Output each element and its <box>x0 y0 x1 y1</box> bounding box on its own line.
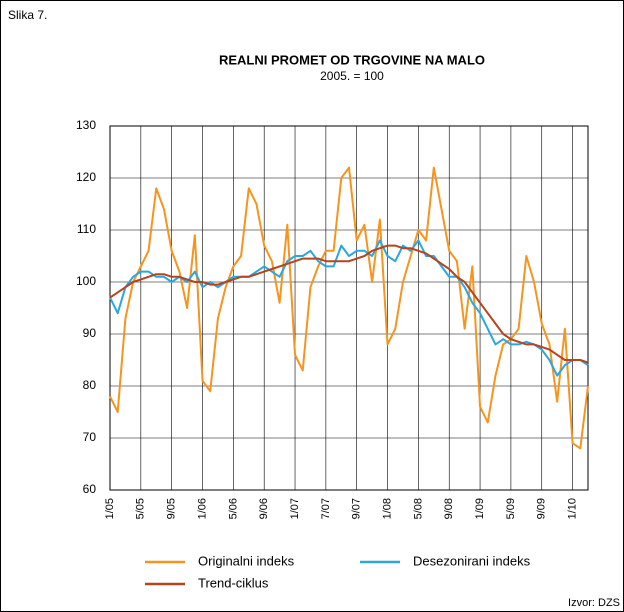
y-tick-label: 70 <box>83 430 97 444</box>
x-tick-label: 5/08 <box>412 498 424 519</box>
chart-subtitle: 2005. = 100 <box>320 69 384 83</box>
legend-label: Trend-ciklus <box>198 575 269 590</box>
plot-frame <box>109 125 589 491</box>
legend-label: Desezonirani indeks <box>413 553 531 568</box>
x-tick-label: 5/09 <box>505 498 517 519</box>
y-tick-label: 80 <box>83 378 97 392</box>
figure-label: Slika 7. <box>8 8 47 22</box>
chart-title: REALNI PROMET OD TRGOVINE NA MALO <box>219 52 485 67</box>
x-tick-label: 1/06 <box>196 498 208 519</box>
x-tick-label: 7/07 <box>320 498 332 519</box>
series-line <box>109 166 589 450</box>
y-tick-label: 110 <box>77 222 96 236</box>
y-tick-label: 130 <box>76 118 96 132</box>
y-tick-label: 100 <box>76 274 96 288</box>
x-tick-label: 5/06 <box>227 498 239 519</box>
x-tick-label: 1/07 <box>289 498 301 519</box>
x-tick-label: 9/08 <box>443 498 455 519</box>
y-tick-label: 120 <box>76 170 96 184</box>
series-line <box>109 244 589 364</box>
x-tick-label: 1/05 <box>104 498 116 519</box>
y-tick-label: 90 <box>83 326 97 340</box>
x-tick-label: 1/08 <box>381 498 393 519</box>
x-tick-label: 9/05 <box>166 498 178 519</box>
series-line <box>109 239 589 377</box>
x-tick-label: 9/06 <box>258 498 270 519</box>
x-tick-label: 1/09 <box>474 498 486 519</box>
x-tick-label: 9/09 <box>536 498 548 519</box>
x-tick-label: 9/07 <box>351 498 363 519</box>
legend-label: Originalni indeks <box>198 553 295 568</box>
x-tick-label: 5/05 <box>135 498 147 519</box>
y-tick-label: 60 <box>83 482 97 496</box>
x-tick-label: 1/10 <box>566 498 578 519</box>
source: Izvor: DZS <box>568 597 620 609</box>
